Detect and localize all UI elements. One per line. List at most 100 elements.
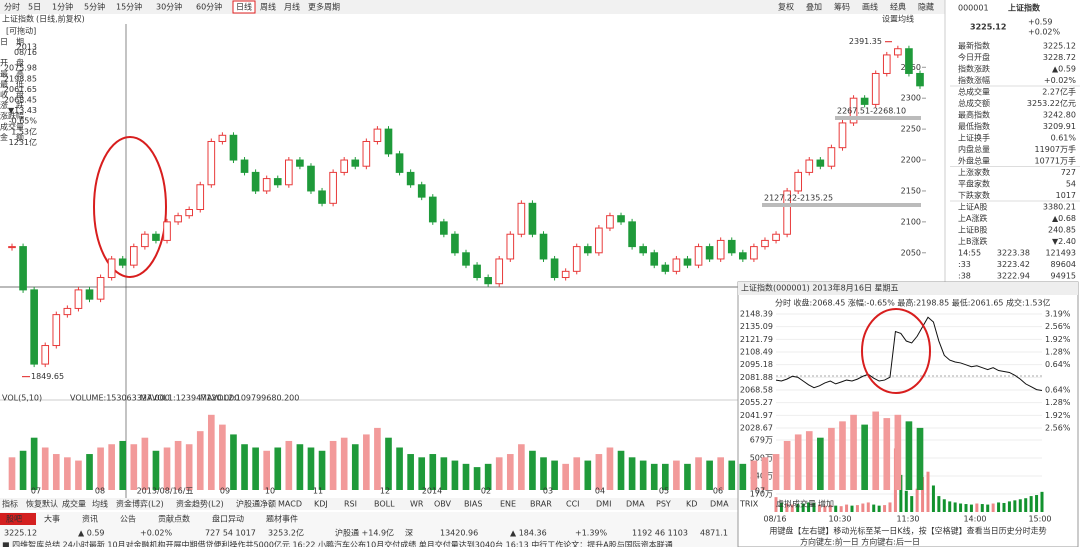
quote-value: 0.61% (1051, 134, 1077, 143)
x-tick-label: 12 (380, 487, 390, 496)
candle (118, 258, 127, 266)
bottom-tab[interactable]: 盘口异动 (212, 514, 244, 524)
ma-setting[interactable]: 设置均线 (882, 14, 914, 24)
period-tab[interactable]: 60分钟 (196, 2, 222, 12)
toolbar-button[interactable]: 经典 (890, 2, 906, 12)
bottom-tab[interactable]: 资讯 (82, 514, 98, 524)
candle (916, 72, 924, 87)
volume-bar (823, 505, 827, 512)
bottom-tab[interactable]: 股吧 (6, 515, 22, 524)
volume-bar (97, 447, 104, 490)
chart-subtitle: (日线,前复权) (36, 14, 85, 24)
volume-bar (861, 424, 868, 490)
bottom-tab[interactable]: 题材事件 (266, 514, 298, 524)
volume-bar (418, 457, 426, 490)
period-tab[interactable]: 5日 (28, 3, 41, 12)
candle (694, 246, 703, 266)
vol-ma1: MAVOL1:123947120.000 (140, 394, 239, 403)
indicator-tab[interactable]: DMI (596, 500, 611, 509)
volume-bar (728, 460, 736, 490)
indicator-tab[interactable]: OBV (434, 500, 452, 509)
indicator-tab[interactable]: PSY (656, 500, 671, 509)
quote-value: 3209.91 (1043, 122, 1076, 131)
indicator-tab[interactable]: 沪股通净额 (236, 499, 276, 509)
indicator-tab[interactable]: MACD (278, 500, 302, 509)
indicator-tab[interactable]: BOLL (374, 500, 395, 509)
period-tab[interactable]: 日线 (236, 2, 252, 12)
volume-bar (926, 471, 930, 512)
indicator-tab[interactable]: 资金博弈(L2) (116, 499, 164, 509)
bottom-tab[interactable]: 公告 (120, 514, 136, 524)
tick-time: :33 (958, 260, 971, 269)
toolbar-button[interactable]: 叠加 (806, 2, 822, 12)
volume-bar (828, 427, 835, 490)
pct-label: 2.56% (1045, 322, 1071, 331)
volume-bar (673, 460, 680, 490)
toolbar-button[interactable]: 画线 (862, 2, 878, 12)
candle (8, 246, 16, 249)
volume-bar (969, 504, 973, 512)
bottom-tab[interactable]: 贡献点数 (158, 514, 190, 524)
volume-bar (894, 414, 902, 490)
indicator-tab[interactable]: DMA (710, 500, 729, 509)
tick-price: 3223.42 (997, 260, 1030, 269)
indicator-tab[interactable]: RSI (344, 500, 357, 509)
period-tab[interactable]: 月线 (284, 2, 300, 12)
candle (74, 289, 83, 309)
bottom-tab[interactable]: 大事 (44, 514, 60, 524)
indicator-tab[interactable]: 恢复默认 (26, 499, 58, 509)
period-tab[interactable]: 周线 (260, 2, 276, 12)
volume-bar (363, 434, 370, 490)
period-tab[interactable]: 5分钟 (84, 2, 105, 12)
candle (196, 184, 205, 210)
indicator-tab[interactable]: BIAS (464, 500, 482, 509)
indicator-tab[interactable]: CCI (566, 500, 580, 509)
toolbar-button[interactable]: 隐藏 (918, 2, 934, 12)
indicator-tab[interactable]: 资金趋势(L2) (176, 499, 224, 509)
indicator-tab[interactable]: 增加 (818, 499, 834, 509)
indicator-tab[interactable]: ENE (500, 500, 516, 509)
indicator-tab[interactable]: 虚拟成交量 (776, 499, 816, 509)
volume-bar (790, 504, 794, 512)
period-tab[interactable]: 15分钟 (116, 2, 142, 12)
x-tick-label: 08/16 (763, 515, 786, 524)
indicator-tab[interactable]: 指标 (2, 499, 18, 509)
candle (550, 258, 559, 279)
quote-value: ▲0.59 (1052, 65, 1076, 74)
volume-bar (506, 454, 514, 490)
indicator-tab[interactable]: KD (686, 500, 697, 509)
volume-bar (274, 447, 282, 490)
indicator-tab[interactable]: TRIX (739, 500, 759, 509)
y-tick-label: 2100 (901, 217, 921, 226)
volume-bar (807, 502, 811, 512)
volume-bar (307, 447, 315, 490)
volume-bar (551, 460, 558, 490)
period-tab[interactable]: 30分钟 (156, 2, 182, 12)
toolbar-button[interactable]: 复权 (778, 2, 794, 12)
y-tick-label: 2028.67 (740, 424, 773, 433)
ticker-item: +1.39% (575, 529, 608, 538)
period-tab[interactable]: 更多周期 (308, 2, 340, 12)
quote-value: 3228.72 (1043, 53, 1076, 62)
toolbar-button[interactable]: 筹码 (834, 2, 850, 12)
indicator-tab[interactable]: WR (410, 500, 424, 509)
candle (517, 202, 526, 235)
indicator-tab[interactable]: 均线 (92, 499, 108, 509)
period-tab[interactable]: 1分钟 (52, 2, 73, 12)
popup-title: 上证指数(000001) 2013年8月16日 星期五 (741, 283, 899, 293)
indicator-tab[interactable]: BRAR (530, 500, 552, 509)
candle (772, 233, 780, 241)
y-tick-label: 2095.18 (740, 360, 773, 369)
price-line (775, 316, 1043, 392)
indicator-tab[interactable]: KDJ (314, 500, 328, 509)
volume-bar (684, 463, 691, 490)
candle (672, 258, 681, 272)
volume-bar (484, 463, 492, 490)
quote-value: 3225.12 (1043, 42, 1076, 51)
period-tab[interactable]: 分时 (4, 2, 20, 12)
indicator-tab[interactable]: 成交量 (62, 499, 86, 509)
x-tick-label: 15:00 (1028, 515, 1051, 524)
candle (761, 239, 769, 248)
indicator-tab[interactable]: DMA (626, 500, 645, 509)
